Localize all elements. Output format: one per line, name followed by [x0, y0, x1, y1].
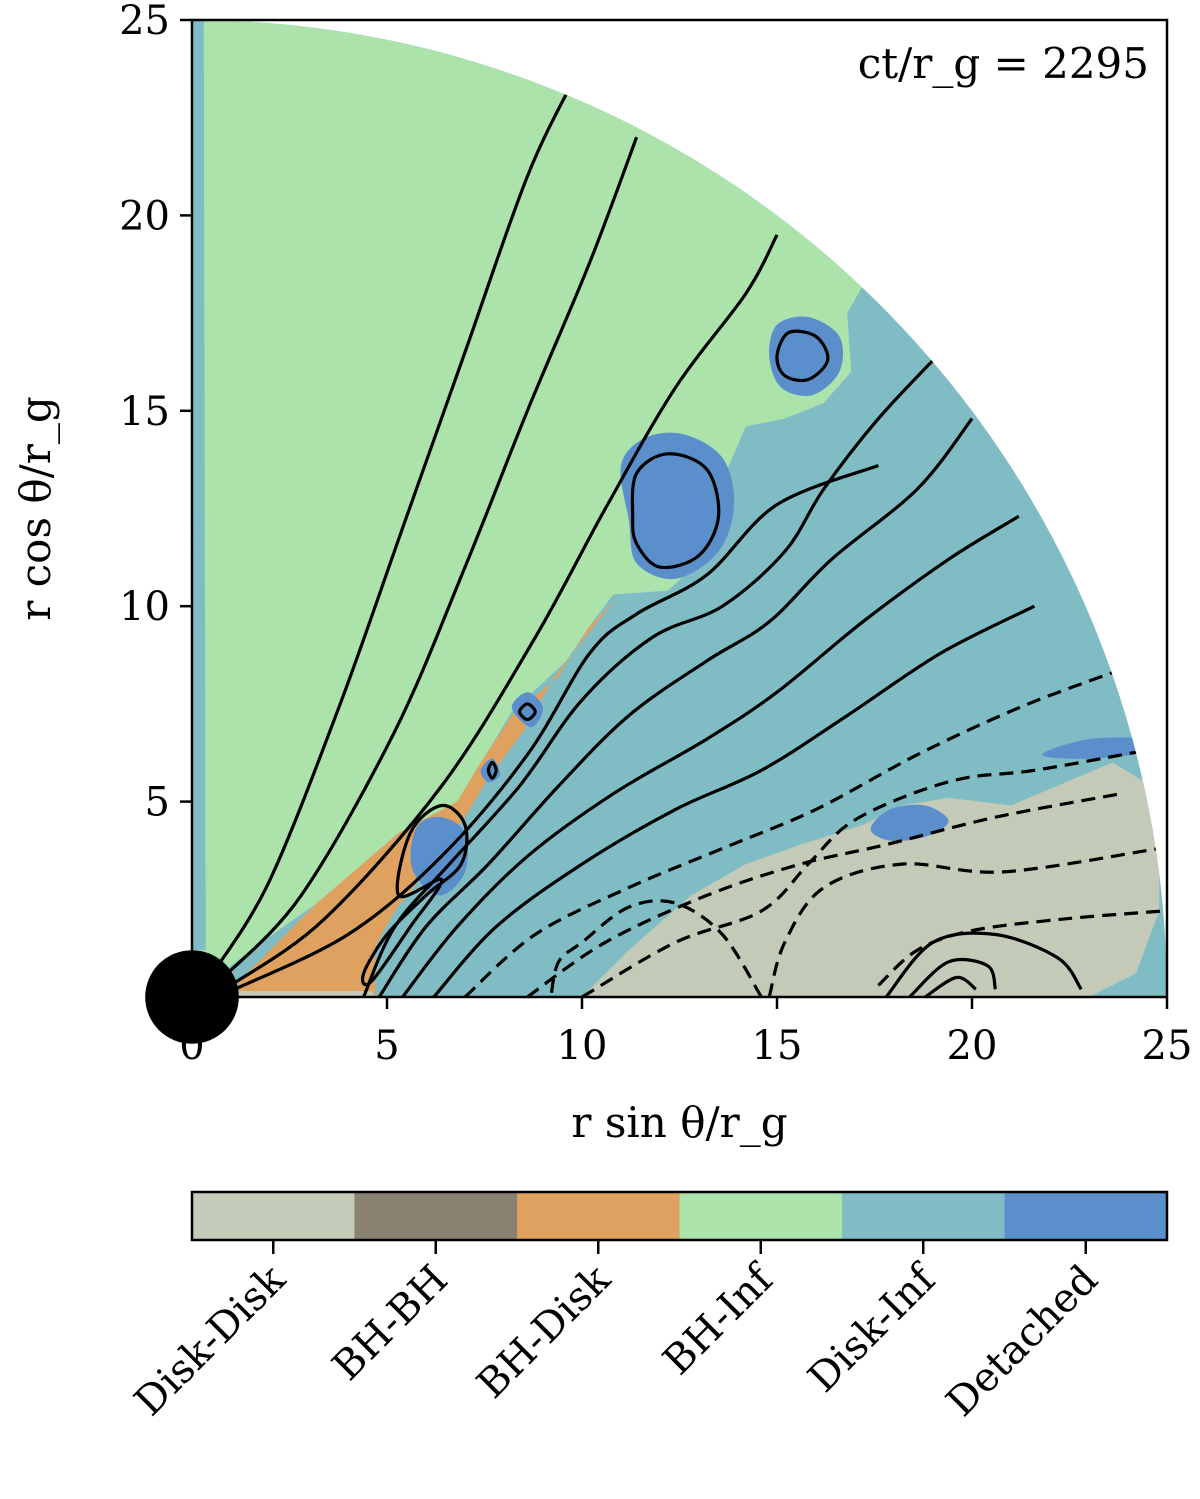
- field-lines: [214, 77, 1164, 997]
- colorbar-label: BH-Inf: [654, 1254, 784, 1384]
- x-tick-label: 5: [374, 1023, 399, 1069]
- detached-blob: [511, 692, 544, 728]
- regions: [192, 20, 1164, 997]
- detached-blob: [870, 804, 949, 842]
- axes-frame: [190, 18, 1169, 999]
- x-tick-label: 0: [179, 1023, 204, 1069]
- colorbar-label: Detached: [938, 1257, 1107, 1426]
- colorbar-label: Disk-Inf: [799, 1254, 946, 1401]
- x-axis: 0 5 10 15 20 25: [179, 997, 1192, 1069]
- y-tick-label: 15: [119, 389, 170, 435]
- plot-area: ct/r_g = 2295: [145, 18, 1169, 1044]
- colorbar: Disk-Disk BH-BH BH-Disk BH-Inf Disk-InfDetac…: [126, 1190, 1169, 1426]
- disk-disk-strip: [238, 991, 376, 997]
- field-line: [432, 604, 1036, 997]
- field-line-loop: [775, 329, 830, 383]
- y-tick-label: 5: [145, 780, 170, 826]
- colorbar-label: BH-Disk: [468, 1256, 619, 1407]
- colorbar-label: BH-BH: [324, 1257, 457, 1390]
- y-tick-label: 25: [119, 0, 170, 44]
- field-line-loop: [517, 702, 537, 722]
- colorbar-frame: [190, 1190, 1169, 1242]
- field-line-dashed: [549, 899, 763, 997]
- field-line: [884, 931, 1083, 997]
- field-line: [362, 351, 942, 997]
- field-line-loop: [486, 760, 498, 780]
- field-line-loop: [630, 452, 721, 570]
- x-tick-label: 10: [557, 1023, 608, 1069]
- colorbar-swatch: [1004, 1192, 1168, 1240]
- colorbar-swatch: [679, 1192, 843, 1240]
- field-line-dashed: [463, 671, 1113, 997]
- colorbar-label: Disk-Disk: [126, 1256, 295, 1425]
- field-line-loop: [361, 803, 469, 987]
- time-annotation: ct/r_g = 2295: [858, 39, 1149, 88]
- field-line: [230, 234, 779, 987]
- y-tick-label: 20: [119, 193, 170, 239]
- field-line: [222, 136, 639, 979]
- field-line: [377, 417, 974, 997]
- field-line-dashed: [877, 909, 1164, 987]
- field-line: [924, 975, 977, 997]
- field-line: [401, 514, 1020, 997]
- x-tick-label: 25: [1142, 1023, 1193, 1069]
- colorbar-swatch: [354, 1192, 518, 1240]
- x-axis-label: r sin θ/r_g: [571, 1098, 787, 1147]
- field-line: [908, 957, 997, 997]
- bh-disk-region: [238, 598, 618, 997]
- x-tick-label: 15: [752, 1023, 803, 1069]
- colorbar-swatch: [192, 1192, 355, 1240]
- y-axis: 0 5 10 15 20 25: [119, 0, 192, 1021]
- detached-blob: [410, 816, 468, 896]
- field-line-dashed: [767, 846, 1160, 997]
- y-tick-label: 10: [119, 584, 170, 630]
- x-tick-label: 20: [947, 1023, 998, 1069]
- disk-inf-axis-strip: [192, 20, 206, 951]
- field-line: [234, 464, 879, 991]
- field-line-dashed: [581, 749, 1144, 997]
- field-line-dashed: [526, 792, 1121, 997]
- bh-inf-region: [192, 20, 863, 997]
- y-tick-label: 0: [145, 975, 170, 1021]
- colorbar-swatch: [842, 1192, 1005, 1240]
- y-axis-label: r cos θ/r_g: [11, 396, 60, 621]
- colorbar-swatch: [517, 1192, 680, 1240]
- field-line: [214, 77, 576, 971]
